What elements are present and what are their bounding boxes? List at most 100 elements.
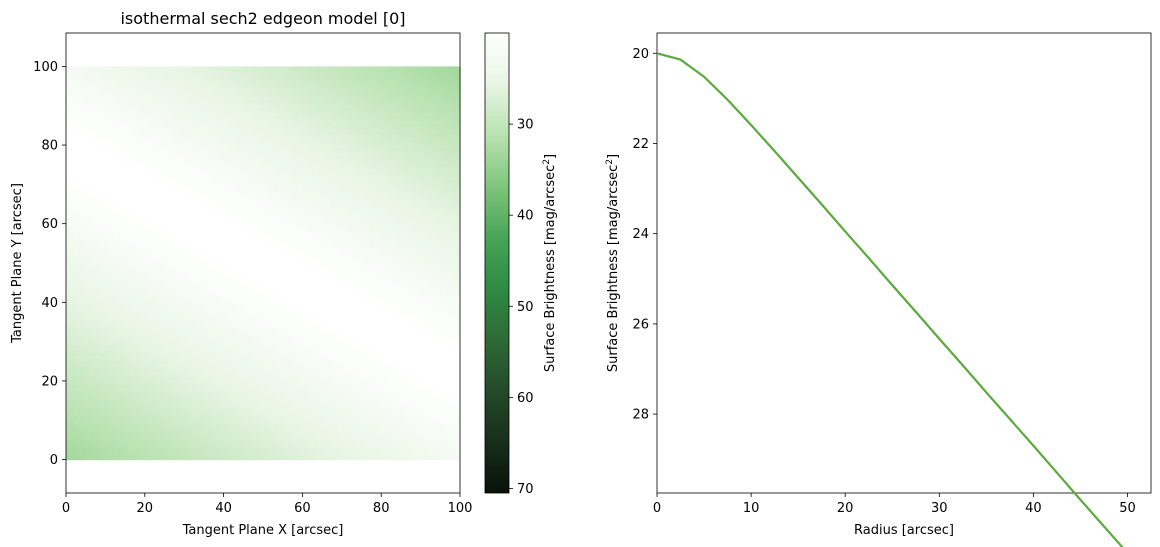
heatmap-cell: [160, 333, 166, 339]
heatmap-cell: [314, 392, 319, 398]
heatmap-cell: [373, 388, 378, 394]
heatmap-cell: [263, 353, 268, 358]
heatmap-cell: [448, 282, 453, 288]
heatmap-cell: [270, 435, 276, 441]
heatmap-cell: [420, 341, 426, 347]
heatmap-cell: [373, 416, 378, 421]
heatmap-cell: [192, 266, 197, 272]
heatmap-cell: [381, 353, 386, 358]
heatmap-cell: [129, 321, 134, 327]
heatmap-cell: [160, 388, 166, 394]
heatmap-cell: [266, 298, 272, 303]
heatmap-cell: [353, 333, 359, 339]
heatmap-cell: [444, 432, 449, 437]
heatmap-cell: [278, 357, 284, 362]
heatmap-cell: [322, 451, 327, 457]
heatmap-cell: [203, 286, 209, 292]
heatmap-cell: [456, 400, 461, 406]
heatmap-cell: [227, 392, 233, 398]
heatmap-cell: [337, 447, 343, 453]
heatmap-cell: [251, 424, 256, 429]
heatmap-cell: [184, 270, 189, 276]
heatmap-cell: [396, 345, 402, 351]
heatmap-cell: [168, 373, 173, 378]
heatmap-cell: [373, 380, 378, 386]
heatmap-cell: [132, 310, 138, 315]
heatmap-cell: [341, 345, 347, 351]
heatmap-cell: [361, 318, 367, 323]
heatmap-cell: [196, 396, 201, 402]
heatmap-cell: [424, 388, 430, 394]
heatmap-cell: [436, 333, 441, 339]
heatmap-cell: [377, 290, 382, 296]
heatmap-cell: [349, 428, 355, 433]
heatmap-cell: [231, 349, 237, 355]
heatmap-cell: [420, 294, 426, 299]
heatmap-cell: [349, 424, 355, 429]
heatmap-cell: [192, 318, 197, 323]
heatmap-cell: [314, 361, 319, 366]
heatmap-cell: [444, 420, 449, 425]
heatmap-cell: [373, 349, 378, 355]
heatmap-cell: [109, 290, 114, 296]
heatmap-cell: [184, 408, 189, 413]
heatmap-cell: [223, 388, 229, 394]
heatmap-cell: [243, 306, 248, 311]
heatmap-cell: [176, 302, 181, 307]
heatmap-cell: [215, 263, 221, 268]
heatmap-cell: [377, 455, 382, 461]
heatmap-cell: [432, 294, 437, 299]
heatmap-cell: [164, 435, 170, 441]
heatmap-cell: [184, 329, 189, 335]
heatmap-cell: [369, 306, 374, 311]
heatmap-cell: [156, 306, 162, 311]
heatmap-cell: [393, 365, 398, 370]
heatmap-cell: [369, 325, 374, 331]
heatmap-cell: [259, 310, 264, 315]
heatmap-cell: [192, 447, 197, 453]
heatmap-cell: [121, 333, 126, 339]
heatmap-cell: [314, 298, 319, 303]
heatmap-cell: [318, 345, 323, 351]
heatmap-cell: [416, 392, 422, 398]
heatmap-cell: [196, 443, 201, 449]
heatmap-cell: [101, 420, 106, 425]
heatmap-cell: [357, 263, 363, 268]
heatmap-cell: [440, 314, 445, 319]
heatmap-cell: [377, 329, 382, 335]
heatmap-cell: [416, 263, 422, 268]
heatmap-cell: [393, 380, 398, 386]
heatmap-cell: [93, 373, 99, 378]
heatmap-cell: [278, 384, 284, 390]
heatmap-cell: [231, 361, 237, 366]
heatmap-cell: [219, 263, 225, 268]
heatmap-cell: [97, 302, 103, 307]
heatmap-cell: [286, 302, 292, 307]
heatmap-cell: [81, 325, 87, 331]
heatmap-cell: [393, 408, 398, 413]
heatmap-cell: [176, 274, 181, 280]
heatmap-cell: [77, 290, 83, 296]
heatmap-cell: [136, 412, 142, 417]
heatmap-cell: [172, 325, 177, 331]
heatmap-cell: [432, 290, 437, 296]
heatmap-cell: [408, 435, 414, 441]
heatmap-cell: [361, 392, 367, 398]
heatmap-cell: [444, 298, 449, 303]
heatmap-cell: [176, 306, 181, 311]
heatmap-cell: [396, 377, 402, 382]
heatmap-cell: [66, 416, 71, 421]
heatmap-cell: [132, 282, 138, 288]
heatmap-cell: [199, 396, 205, 402]
heatmap-cell: [148, 361, 154, 366]
heatmap-cell: [349, 270, 355, 276]
heatmap-cell: [97, 443, 103, 449]
heatmap-cell: [219, 388, 225, 394]
heatmap-cell: [290, 377, 296, 382]
heatmap-cell: [251, 384, 256, 390]
heatmap-cell: [341, 435, 347, 441]
heatmap-cell: [231, 443, 237, 449]
heatmap-cell: [404, 388, 410, 394]
heatmap-cell: [428, 278, 434, 284]
heatmap-cell: [247, 432, 252, 437]
